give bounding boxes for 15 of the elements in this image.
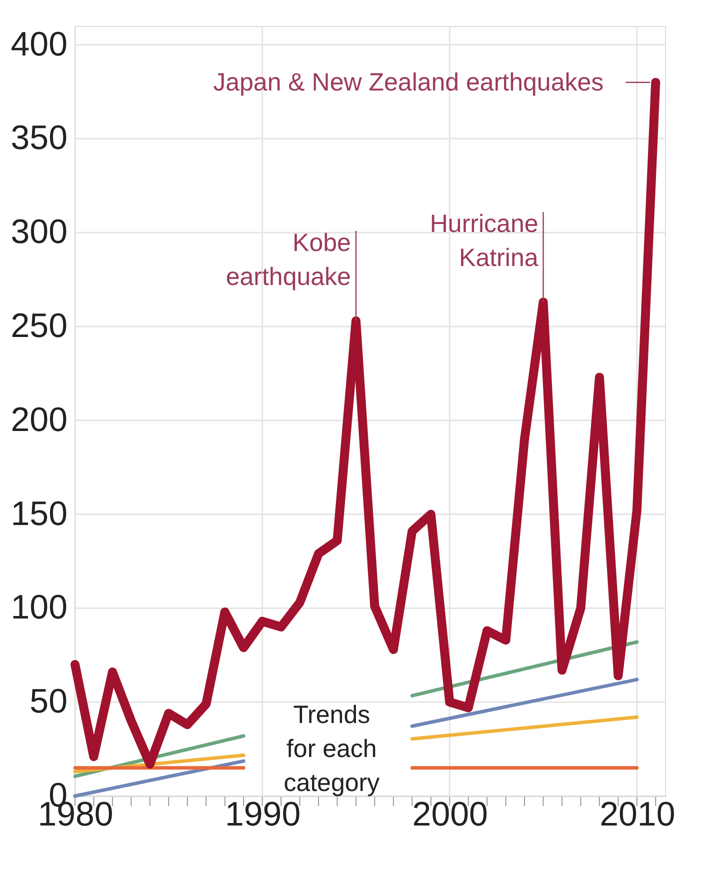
annotation: Hurricane Katrina — [430, 210, 538, 272]
annotation: Trends for each category — [284, 701, 380, 798]
y-tick-label: 100 — [10, 588, 68, 627]
x-tick-label: 1990 — [224, 796, 301, 834]
y-tick-label: 350 — [10, 119, 68, 158]
y-tick-label: 300 — [10, 213, 68, 252]
y-tick-label: 250 — [10, 306, 68, 345]
annotation: Japan & New Zealand earthquakes — [213, 68, 604, 96]
y-tick-label: 50 — [30, 682, 68, 721]
x-tick-label: 2000 — [412, 796, 488, 834]
annotation: Kobe earthquake — [226, 228, 351, 291]
y-tick-label: 200 — [10, 400, 68, 439]
y-tick-label: 400 — [10, 25, 68, 64]
x-tick-label: 2010 — [600, 796, 676, 834]
y-tick-label: 150 — [10, 494, 68, 533]
